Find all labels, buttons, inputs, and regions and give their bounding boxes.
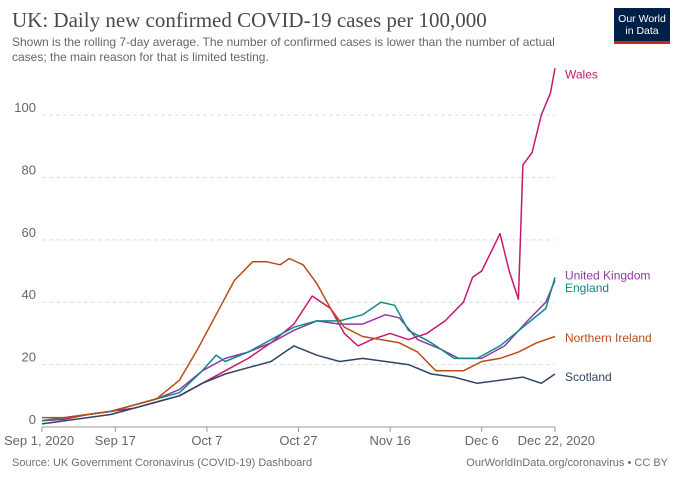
y-tick-label: 0 xyxy=(29,412,36,427)
y-tick-label: 20 xyxy=(22,350,36,365)
owid-logo[interactable]: Our World in Data xyxy=(614,8,670,44)
x-tick-label: Dec 6 xyxy=(465,433,499,448)
series-line-united-kingdom xyxy=(41,280,556,422)
y-tick-label: 40 xyxy=(22,287,36,302)
source-note: Source: UK Government Coronavirus (COVID… xyxy=(12,457,313,469)
logo-line-1: Our World xyxy=(618,13,666,25)
series-label-england: England xyxy=(565,281,609,295)
chart-subtitle: Shown is the rolling 7-day average. The … xyxy=(12,35,555,64)
x-tick-label: Sep 1, 2020 xyxy=(4,433,74,448)
x-tick-label: Nov 16 xyxy=(370,433,411,448)
series-label-united-kingdom: United Kingdom xyxy=(565,269,650,283)
x-tick-label: Oct 7 xyxy=(191,433,222,448)
series-label-wales: Wales xyxy=(565,67,598,81)
series-line-northern-ireland xyxy=(42,257,556,419)
series-line-england xyxy=(41,277,556,422)
series-label-northern-ireland: Northern Ireland xyxy=(565,331,652,345)
credit-link[interactable]: OurWorldInData.org/coronavirus • CC BY xyxy=(466,457,668,469)
y-tick-label: 100 xyxy=(14,100,36,115)
x-tick-label: Oct 27 xyxy=(279,433,317,448)
logo-line-2: in Data xyxy=(625,25,659,37)
series-line-wales xyxy=(41,68,556,422)
x-tick-label: Sep 17 xyxy=(95,433,136,448)
y-tick-label: 80 xyxy=(22,162,36,177)
x-tick-label: Dec 22, 2020 xyxy=(518,433,595,448)
series-label-scotland: Scotland xyxy=(565,370,612,384)
series-line-scotland xyxy=(41,345,556,425)
y-tick-label: 60 xyxy=(22,225,36,240)
chart-title: UK: Daily new confirmed COVID-19 cases p… xyxy=(12,8,487,32)
